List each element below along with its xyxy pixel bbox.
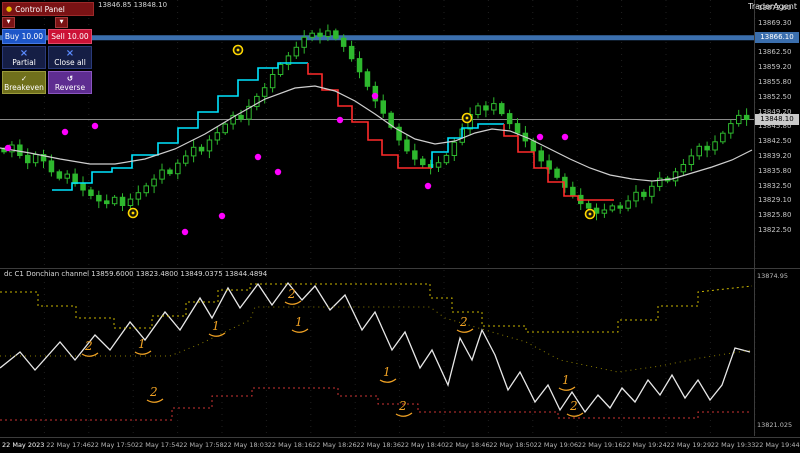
close-all-button[interactable]: × Close all xyxy=(48,46,92,69)
svg-text:2: 2 xyxy=(569,399,578,413)
close-all-label: Close all xyxy=(54,57,86,67)
price-scale-divider xyxy=(754,0,755,436)
price-scale[interactable]: 13872.6013869.3013865.9013862.5013859.20… xyxy=(756,0,800,436)
time-axis-label: 22 May 19:06 xyxy=(533,441,579,449)
svg-text:2: 2 xyxy=(84,339,93,353)
svg-text:1: 1 xyxy=(295,315,303,329)
price-scale-label: 13869.30 xyxy=(758,18,792,27)
sell-button[interactable]: Sell 10.00 xyxy=(48,29,92,44)
reverse-button[interactable]: ↺ Reverse xyxy=(48,71,92,94)
time-axis-label: 22 May 17:46 xyxy=(46,441,91,449)
buy-button-label: Buy 10.00 xyxy=(4,32,44,41)
quote-info: 13846.85 13848.10 xyxy=(98,1,168,9)
price-scale-label: 13845.80 xyxy=(758,122,792,131)
time-axis-label: 22 May 19:16 xyxy=(577,441,623,449)
time-axis[interactable]: 22 May 2023 22 May 17:46 22 May 17:50 22 Ma… xyxy=(0,437,800,453)
svg-text:2: 2 xyxy=(398,399,407,413)
chart-subwindow-divider[interactable] xyxy=(0,268,800,269)
price-scale-label: 13859.20 xyxy=(758,63,792,72)
time-axis-label: 22 May 19:33 xyxy=(710,441,756,449)
donchian-indicator-label: dc C1 Donchian channel 13859.6000 13823.… xyxy=(4,270,268,278)
price-scale-label: 13829.10 xyxy=(758,196,792,205)
time-axis-label: 22 May 18:16 xyxy=(267,441,313,449)
buy-button[interactable]: Buy 10.00 xyxy=(2,29,46,44)
time-axis-label: 22 May 17:50 xyxy=(90,441,136,449)
close-x-icon: × xyxy=(19,47,29,59)
lot-dropdown-right[interactable]: ▼ xyxy=(55,17,68,28)
resistance-price-tag: 13866.10 xyxy=(755,31,799,43)
time-axis-label: 22 May 18:46 xyxy=(445,441,490,449)
price-scale-label: 13839.20 xyxy=(758,152,792,160)
control-panel-title: Control Panel xyxy=(15,4,65,14)
control-panel: ● Control Panel ▼ ▼ Buy 10.00 Sell 10.00… xyxy=(2,2,94,94)
svg-text:1: 1 xyxy=(212,319,220,333)
price-scale-label: 13855.80 xyxy=(758,78,792,86)
time-axis-label: 22 May 18:50 xyxy=(489,441,534,449)
price-scale-label: 13822.50 xyxy=(758,226,792,234)
breakeven-button[interactable]: ✓ Breakeven xyxy=(2,71,46,94)
price-scale-label: 13872.60 xyxy=(758,4,792,12)
partial-close-button[interactable]: × Partial xyxy=(2,46,46,69)
svg-text:1: 1 xyxy=(138,337,146,351)
time-axis-label: 22 May 18:36 xyxy=(356,441,401,449)
partial-close-label: Partial xyxy=(12,57,36,67)
breakeven-label: Breakeven xyxy=(4,82,44,92)
check-icon: ✓ xyxy=(20,73,28,83)
subchart-scale-bottom: 13821.025 xyxy=(757,421,793,429)
control-panel-header[interactable]: ● Control Panel xyxy=(2,2,94,16)
current-price-tag: 13848.10 xyxy=(755,113,799,125)
price-scale-label: 13842.50 xyxy=(758,137,792,146)
agent-label: TraderAgent xyxy=(748,2,797,11)
time-axis-label: 22 May 19:29 xyxy=(666,441,712,449)
time-axis-label: 22 May 18:03 xyxy=(223,441,269,449)
svg-text:1: 1 xyxy=(562,373,570,387)
time-axis-label: 22 May 17:54 xyxy=(134,441,180,449)
time-axis-label: 22 May 17:58 xyxy=(179,441,224,449)
price-scale-label: 13835.80 xyxy=(758,166,792,175)
price-scale-label: 13825.80 xyxy=(758,211,792,220)
price-scale-label: 13832.50 xyxy=(758,181,792,190)
lot-settings-row: ▼ ▼ xyxy=(2,17,94,28)
svg-text:1: 1 xyxy=(383,365,391,379)
time-axis-label: 22 May 19:44 xyxy=(755,441,800,449)
time-axis-label: 22 May 18:26 xyxy=(312,441,357,449)
price-scale-label: 13849.20 xyxy=(758,107,792,116)
key-icon: ● xyxy=(6,4,13,13)
time-axis-label: 22 May 19:24 xyxy=(622,441,667,449)
price-scale-label: 13862.50 xyxy=(758,48,792,57)
reverse-label: Reverse xyxy=(54,82,86,92)
close-x-icon: × xyxy=(65,47,75,59)
svg-text:2: 2 xyxy=(287,287,296,301)
subchart-scale-top: 13874.95 xyxy=(757,272,789,280)
svg-text:2: 2 xyxy=(459,315,468,329)
sell-button-label: Sell 10.00 xyxy=(51,32,89,41)
time-axis-label: 22 May 18:40 xyxy=(400,441,446,449)
time-axis-label: 22 May 2023 xyxy=(2,441,45,449)
price-scale-label: 13852.50 xyxy=(758,92,792,101)
lot-dropdown-left[interactable]: ▼ xyxy=(2,17,15,28)
svg-text:2: 2 xyxy=(149,385,158,399)
reverse-icon: ↺ xyxy=(66,73,74,83)
